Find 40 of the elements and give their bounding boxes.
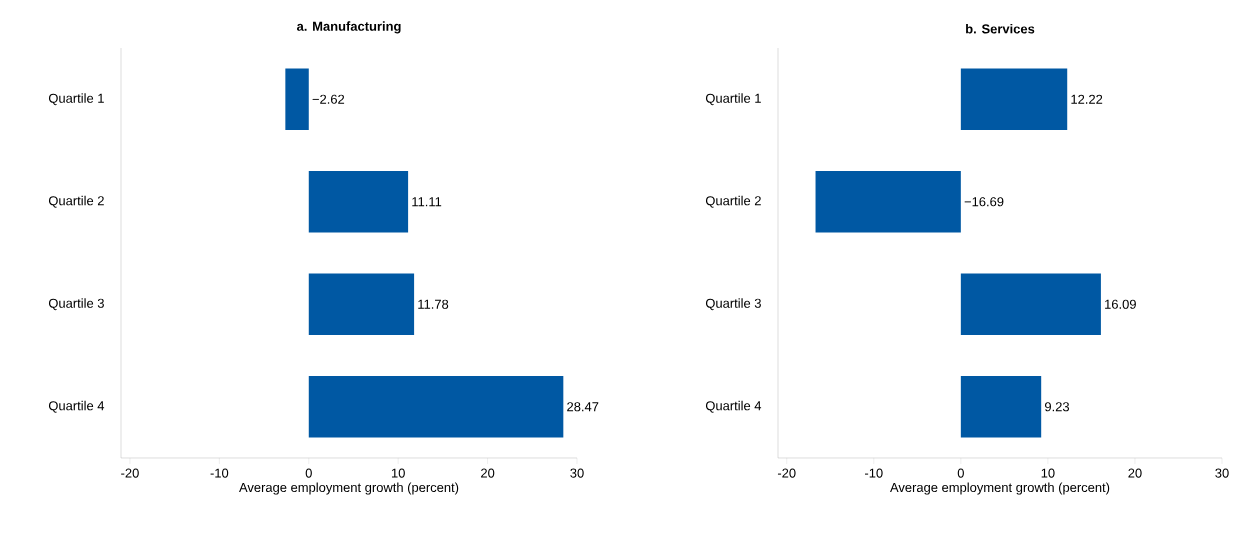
- data-label: 12.22: [1071, 94, 1103, 104]
- x-tick-label: -10: [864, 468, 883, 478]
- x-tick-label: 10: [1041, 468, 1055, 478]
- bar: [960, 68, 1068, 130]
- bar: [285, 68, 309, 130]
- data-label: 28.47: [567, 402, 599, 412]
- x-tick-label: 0: [957, 468, 964, 478]
- bar: [815, 170, 961, 233]
- bar: [308, 170, 409, 233]
- y-tick-label: Quartile 1: [705, 93, 761, 106]
- chart-title: b. Services: [966, 23, 1035, 34]
- bar: [960, 375, 1042, 438]
- data-label: 11.11: [412, 197, 442, 207]
- data-label: 9.23: [1045, 402, 1070, 412]
- y-tick-label: Quartile 1: [48, 93, 104, 106]
- y-tick-label: Quartile 2: [705, 195, 761, 208]
- data-label: 16.09: [1105, 299, 1136, 309]
- x-tick-label: -10: [210, 468, 229, 478]
- data-label: −2.62: [312, 94, 345, 104]
- x-tick-label: 20: [481, 468, 495, 478]
- x-tick-label: 10: [391, 468, 405, 478]
- chart-title: a. Manufacturing: [296, 21, 401, 34]
- x-axis-title: Average employment growth (percent): [239, 482, 459, 495]
- y-tick-label: Quartile 3: [705, 298, 761, 311]
- y-tick-label: Quartile 3: [48, 298, 104, 311]
- x-axis-title: Average employment growth (percent): [890, 482, 1110, 495]
- bar: [960, 273, 1101, 335]
- x-tick-label: 30: [1215, 468, 1229, 478]
- x-tick-label: 20: [1128, 468, 1142, 478]
- x-tick-label: 30: [570, 468, 584, 478]
- y-tick-label: Quartile 2: [48, 195, 104, 208]
- x-tick-label: -20: [121, 468, 139, 478]
- y-tick-label: Quartile 4: [48, 400, 105, 413]
- bar: [308, 375, 564, 438]
- data-label: −16.69: [964, 197, 1004, 207]
- bar: [308, 273, 415, 335]
- data-label: 11.78: [418, 299, 449, 309]
- y-tick-label: Quartile 4: [705, 400, 762, 413]
- x-tick-label: -20: [777, 468, 796, 478]
- x-tick-label: 0: [305, 468, 312, 478]
